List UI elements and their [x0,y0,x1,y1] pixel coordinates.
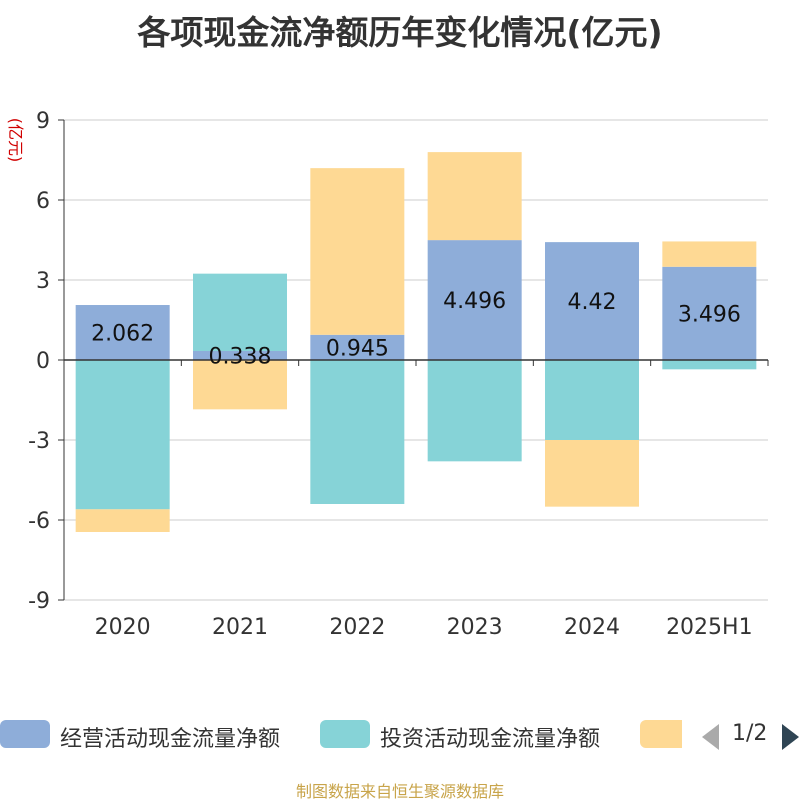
x-tick-label: 2020 [95,615,151,640]
bar-operating-2023 [427,240,522,360]
y-tick-label: 9 [36,109,50,134]
bar-investing-2024 [545,360,639,440]
bar-investing-2020 [75,360,170,510]
bar-operating-2020 [75,305,170,360]
bar-investing-2022 [310,360,405,504]
x-tick-label: 2021 [212,615,268,640]
bar-investing-2025H1 [662,360,757,370]
legend-swatch-financing [640,720,682,748]
legend-label-operating: 经营活动现金流量净额 [60,727,281,752]
x-tick-label: 2023 [447,615,503,640]
x-tick-label: 2024 [564,615,620,640]
legend-swatch-investing [320,720,370,748]
bar-financing-2022 [310,168,405,335]
data-label: 4.42 [568,290,617,315]
data-label: 2.062 [91,322,154,347]
x-tick-label: 2025H1 [666,615,753,640]
stacked-bar-chart: -9 -6 -3 0 3 6 9 (亿元) 2020 2021 2022 2023 2024 2025H1… [6,109,769,640]
data-label: 0.338 [209,344,272,369]
y-tick-label: -9 [28,589,50,614]
legend-swatch-operating [0,720,50,748]
y-tick-label: -3 [28,429,50,454]
legend-prev-page-icon[interactable] [702,724,719,750]
bar-financing-2020 [75,509,170,532]
chart-title: 各项现金流净额历年变化情况(亿元) [137,13,663,52]
bar-investing-2023 [427,360,522,462]
data-label: 3.496 [678,302,741,327]
y-tick-label: 6 [36,189,50,214]
y-tick-label: -6 [28,509,50,534]
bar-financing-2024 [545,440,639,507]
x-tick-label: 2022 [329,615,385,640]
y-tick-label: 0 [36,349,50,374]
legend-pager: 1/2 [700,720,800,750]
bar-operating-2024 [545,242,639,360]
data-label: 0.945 [326,336,389,361]
legend-label-investing: 投资活动现金流量净额 [380,727,601,752]
bar-operating-2022 [310,334,405,360]
bar-investing-2021 [193,273,287,351]
legend-next-page-icon[interactable] [782,724,799,750]
bar-operating-2025H1 [662,266,757,360]
bar-operating-2021 [193,350,287,360]
y-axis-unit-label: (亿元) [6,118,25,163]
data-label: 4.496 [443,289,506,314]
bar-financing-2021 [193,360,287,410]
bar-financing-2023 [427,152,522,241]
bar-financing-2025H1 [662,241,757,267]
y-tick-label: 3 [36,269,50,294]
legend-page-indicator: 1/2 [732,721,768,746]
data-source-footer: 制图数据来自恒生聚源数据库 [295,782,504,801]
legend: 经营活动现金流量净额 投资活动现金流量净额 1/2 [0,716,800,756]
